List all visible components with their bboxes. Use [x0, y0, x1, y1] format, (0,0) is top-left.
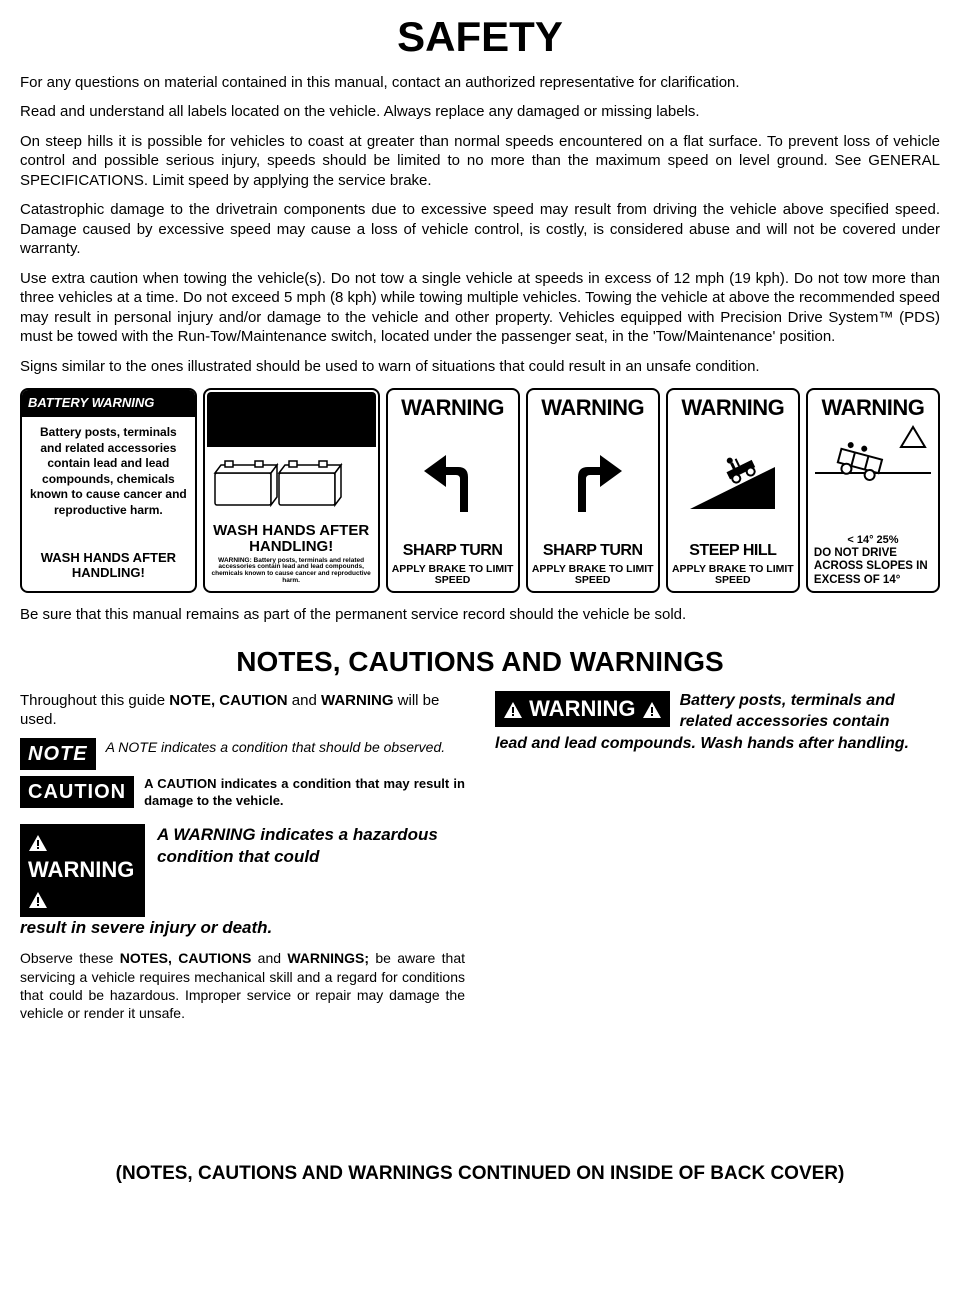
warning-block: WARNING A WARNING indicates a hazardous … — [20, 824, 465, 940]
caution-desc: A CAUTION indicates a condition that may… — [144, 776, 465, 810]
sign3-body: APPLY BRAKE TO LIMIT SPEED — [392, 564, 514, 587]
battery-warning-body: Battery posts, terminals and related acc… — [22, 417, 195, 544]
left-turn-arrow-icon — [418, 447, 488, 517]
footer-continuation: (NOTES, CAUTIONS AND WARNINGS CONTINUED … — [20, 1162, 940, 1187]
right-turn-arrow-icon — [558, 447, 628, 517]
safety-para-1: For any questions on material contained … — [20, 73, 940, 93]
safety-para-2: Read and understand all labels located o… — [20, 102, 940, 122]
batteries-line1: BATTERIES — [209, 395, 374, 416]
tipping-cart-icon — [813, 423, 933, 485]
battery-illustration-icon — [207, 451, 347, 511]
sign4-sub: SHARP TURN — [532, 541, 654, 562]
batteries-fine-print: WARNING: Battery posts, terminals and re… — [207, 556, 376, 589]
warning-triangle-icon — [503, 701, 523, 719]
safety-para-4: Catastrophic damage to the drivetrain co… — [20, 200, 940, 259]
batteries-wash-hands: WASH HANDS AFTER HANDLING! — [207, 523, 376, 556]
page-title: SAFETY — [20, 10, 940, 65]
sign3-sub: SHARP TURN — [392, 541, 514, 562]
caution-row: CAUTION A CAUTION indicates a condition … — [20, 776, 465, 810]
warning-triangle-icon — [28, 891, 48, 909]
sign4-title: WARNING — [532, 394, 654, 423]
warning-label-text: WARNING — [28, 857, 134, 882]
safety-para-6: Signs similar to the ones illustrated sh… — [20, 357, 940, 377]
ncw-intro: Throughout this guide NOTE, CAUTION and … — [20, 691, 465, 730]
batteries-line3: CONTAIN LEAD — [209, 424, 374, 444]
sharp-turn-right-sign: WARNING SHARP TURN APPLY BRAKE TO LIMIT … — [526, 388, 660, 593]
ncw-left-column: Throughout this guide NOTE, CAUTION and … — [20, 691, 465, 1022]
ncw-right-column: WARNING Battery posts, terminals and rel… — [495, 691, 940, 1022]
sign5-title: WARNING — [672, 394, 794, 423]
sign5-sub: STEEP HILL — [672, 541, 794, 562]
sign4-body: APPLY BRAKE TO LIMIT SPEED — [532, 564, 654, 587]
right-warning-text: WARNING — [529, 696, 635, 721]
battery-warning-sign: BATTERY WARNING Battery posts, terminals… — [20, 388, 197, 593]
batteries-lead-sign: BATTERIES AND RELATED PARTS CONTAIN LEAD… — [203, 388, 380, 593]
warning-desc-a: A WARNING indicates a hazardous conditio… — [157, 824, 465, 868]
safety-para-7: Be sure that this manual remains as part… — [20, 605, 940, 625]
observe-text: Observe these NOTES, CAUTIONS and WARNIN… — [20, 949, 465, 1022]
warning-triangle-icon — [642, 701, 662, 719]
safety-para-3: On steep hills it is possible for vehicl… — [20, 132, 940, 191]
note-label: NOTE — [20, 738, 96, 770]
right-desc-b: lead and lead compounds. Wash hands afte… — [495, 734, 940, 755]
battery-warning-header: BATTERY WARNING — [22, 390, 195, 417]
slope-limit-sign: WARNING < 14° 25% DO NOT DRIVE ACROSS SL… — [806, 388, 940, 593]
sharp-turn-left-sign: WARNING SHARP TURN APPLY BRAKE TO LIMIT … — [386, 388, 520, 593]
warning-signs-row: BATTERY WARNING Battery posts, terminals… — [20, 388, 940, 593]
steep-hill-sign: WARNING STEEP HILL APPLY BRAKE TO LIMIT … — [666, 388, 800, 593]
sign6-body: DO NOT DRIVE ACROSS SLOPES IN EXCESS OF … — [812, 547, 934, 587]
ncw-columns: Throughout this guide NOTE, CAUTION and … — [20, 691, 940, 1022]
sign6-title: WARNING — [812, 394, 934, 423]
warning-desc-b: result in severe injury or death. — [20, 917, 465, 939]
safety-para-5: Use extra caution when towing the vehicl… — [20, 269, 940, 347]
right-warning-label: WARNING — [495, 691, 670, 728]
caution-label: CAUTION — [20, 776, 134, 808]
note-desc: A NOTE indicates a condition that should… — [106, 738, 465, 756]
sign6-limit: < 14° 25% — [812, 533, 934, 547]
sign3-title: WARNING — [392, 394, 514, 423]
steep-hill-icon — [685, 447, 780, 517]
battery-warning-footer: WASH HANDS AFTER HANDLING! — [22, 544, 195, 591]
right-desc-a: Battery posts, terminals and related acc… — [680, 691, 940, 733]
note-row: NOTE A NOTE indicates a condition that s… — [20, 738, 465, 770]
ncw-title: NOTES, CAUTIONS AND WARNINGS — [20, 644, 940, 680]
sign5-body: APPLY BRAKE TO LIMIT SPEED — [672, 564, 794, 587]
warning-triangle-icon — [28, 834, 48, 852]
warning-label-box: WARNING — [20, 824, 145, 918]
right-warning-row: WARNING Battery posts, terminals and rel… — [495, 691, 940, 733]
